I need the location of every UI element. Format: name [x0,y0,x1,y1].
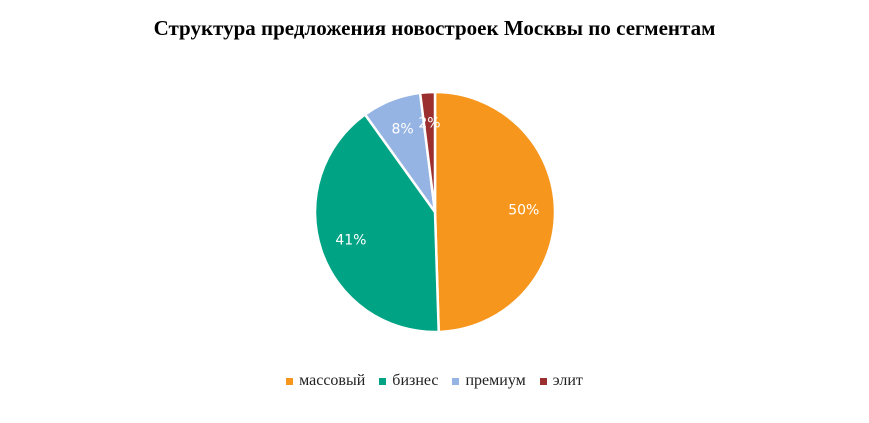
chart-title: Структура предложения новостроек Москвы … [153,16,716,40]
legend-swatch [452,377,460,385]
legend-label: массовый [299,372,366,389]
data-label-massovyi: 50% [508,203,539,219]
data-label-elit: 2% [418,115,440,131]
legend-item-biznes: бизнес [379,372,438,390]
legend-item-premium: премиум [452,372,526,390]
legend: массовый бизнес премиум элит [0,372,869,390]
slice-massovyi [433,90,557,334]
slice-elit [418,90,437,213]
data-label-premium: 8% [392,121,414,137]
legend-swatch [379,377,387,385]
legend-item-elit: элит [539,372,583,390]
legend-label: премиум [465,372,526,389]
data-label-biznes: 41% [335,232,366,248]
slice-biznes [313,112,441,334]
legend-swatch [286,377,294,385]
legend-swatch [539,377,547,385]
legend-label: элит [552,372,583,389]
legend-item-massovyi: массовый [286,372,365,390]
legend-label: бизнес [392,372,439,389]
